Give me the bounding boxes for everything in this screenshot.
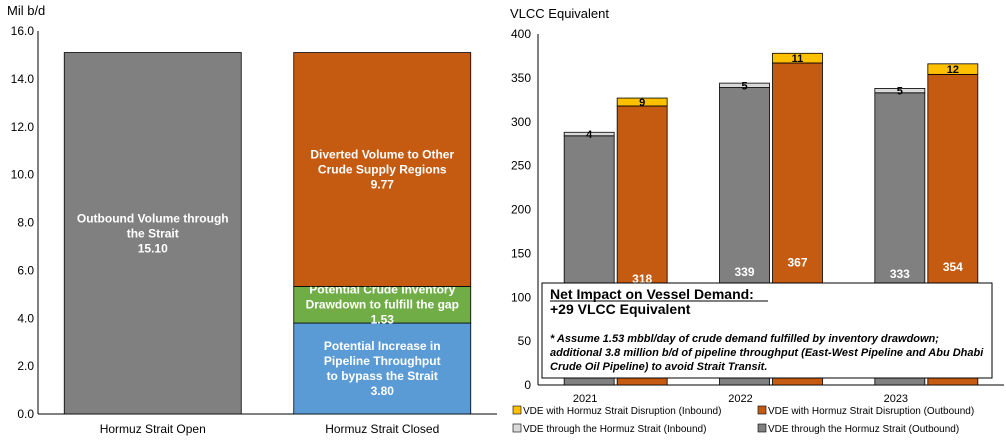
- right-x-category-label: 2021: [573, 393, 597, 405]
- left-y-tick-label: 2.0: [17, 359, 34, 373]
- bar-top-data-label: 4: [586, 129, 593, 141]
- bar-data-label: 367: [787, 256, 807, 270]
- left-y-axis-label: Mil b/d: [7, 3, 45, 18]
- bar-top-data-label: 5: [897, 86, 903, 98]
- segment-label-line: to bypass the Strait: [327, 369, 438, 383]
- right-y-tick-label: 100: [511, 290, 531, 304]
- segment-label-line: Outbound Volume through: [77, 211, 229, 225]
- stacked-bar-segment: [927, 63, 979, 75]
- left-chart: Mil b/d 0.0 2.0 4.0 6.0 8.0 10.0 12.0 14.0 16.0 Ou…: [7, 3, 497, 436]
- annotation-note-line: additional 3.8 million b/d of pipeline t…: [550, 347, 984, 359]
- stacked-bar-segment: [616, 97, 668, 107]
- right-chart: VLCC Equivalent 0 50 100 150 200 250 300 350 400 2…: [510, 6, 1004, 435]
- segment-label-line: the Strait: [127, 226, 179, 240]
- legend-label: VDE with Hormuz Strait Disruption (Inbou…: [523, 406, 721, 417]
- legend-swatch: [757, 423, 767, 433]
- left-y-tick-label: 10.0: [11, 168, 35, 182]
- legend-label: VDE with Hormuz Strait Disruption (Outbo…: [768, 406, 974, 417]
- bar-data-label: 333: [890, 267, 910, 281]
- right-y-tick-label: 400: [511, 27, 531, 41]
- legend-swatch: [512, 423, 522, 433]
- annotation-note-line: Crude Oil Pipeline) to avoid Strait Tran…: [550, 361, 767, 373]
- stacked-bar-segment: [63, 52, 242, 415]
- stacked-bar-segment: [293, 52, 472, 287]
- segment-label-line: 15.10: [138, 241, 168, 255]
- segment-data-label: Diverted Volume to Other Crude Supply Reg…: [310, 147, 454, 191]
- stacked-bar-segment: [719, 82, 770, 88]
- annotation-note: * Assume 1.53 mbbl/day of crude demand f…: [550, 333, 984, 373]
- right-x-category-label: 2022: [728, 393, 752, 405]
- bar-data-label: 354: [943, 260, 963, 274]
- bar-top-data-label: 5: [741, 80, 747, 92]
- left-y-tick-label: 12.0: [11, 120, 35, 134]
- left-y-tick-label: 14.0: [11, 72, 35, 86]
- left-x-category-label: Hormuz Strait Open: [100, 422, 206, 436]
- segment-label-line: 1.53: [371, 313, 395, 327]
- left-y-tick-label: 4.0: [17, 311, 34, 325]
- left-x-category-label: Hormuz Strait Closed: [325, 422, 439, 436]
- stacked-bar-segment: [563, 131, 615, 137]
- legend-label: VDE through the Hormuz Strait (Outbound): [768, 424, 959, 435]
- left-y-tick-label: 8.0: [17, 216, 34, 230]
- right-y-tick-label: 350: [511, 71, 531, 85]
- segment-data-label: Potential Increase in Pipeline Throughput…: [324, 339, 441, 398]
- segment-label-line: Drawdown to fulfill the gap: [306, 298, 459, 312]
- bar-top-data-label: 12: [947, 64, 959, 76]
- stacked-bar-segment: [293, 322, 472, 415]
- annotation-note-line: * Assume 1.53 mbbl/day of crude demand f…: [550, 333, 939, 345]
- segment-label-line: Potential Increase in: [324, 339, 441, 353]
- right-x-category-label: 2023: [884, 393, 908, 405]
- right-y-tick-label: 300: [511, 115, 531, 129]
- bar-data-label: 339: [734, 265, 754, 279]
- left-y-tick-label: 16.0: [11, 24, 35, 38]
- legend-label: VDE through the Hormuz Strait (Inbound): [523, 424, 706, 435]
- annotation-subtitle: +29 VLCC Equivalent: [550, 301, 691, 317]
- stacked-bar-segment: [874, 88, 926, 94]
- legend-swatch: [757, 405, 767, 415]
- right-y-tick-label: 0: [524, 378, 531, 392]
- annotation-box: [541, 282, 993, 379]
- stacked-bar-segment: [772, 52, 823, 64]
- segment-label-line: 3.80: [371, 384, 395, 398]
- left-y-tick-label: 6.0: [17, 263, 34, 277]
- segment-data-label: Outbound Volume through the Strait 15.10: [77, 211, 229, 255]
- segment-label-line: Crude Supply Regions: [318, 162, 447, 176]
- right-y-tick-label: 50: [518, 334, 532, 348]
- segment-label-line: 9.77: [371, 177, 395, 191]
- segment-label-line: Pipeline Throughput: [324, 354, 441, 368]
- right-y-axis-label: VLCC Equivalent: [510, 6, 609, 21]
- segment-label-line: Diverted Volume to Other: [310, 147, 454, 161]
- bar-top-data-label: 11: [792, 53, 804, 65]
- right-y-tick-label: 200: [511, 203, 531, 217]
- annotation-title: Net Impact on Vessel Demand:: [550, 286, 754, 302]
- right-y-tick-label: 150: [511, 246, 531, 260]
- bar-data-label: 318: [632, 272, 652, 286]
- right-y-tick-label: 250: [511, 159, 531, 173]
- left-y-tick-label: 0.0: [17, 407, 34, 421]
- legend-swatch: [512, 405, 522, 415]
- bar-top-data-label: 9: [639, 97, 645, 109]
